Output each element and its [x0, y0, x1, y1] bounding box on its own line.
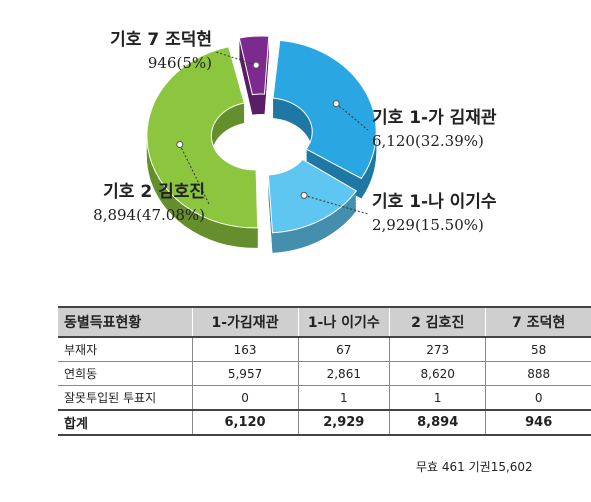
table-cell: 합계	[58, 409, 193, 436]
slice-dot	[332, 100, 340, 108]
slice-name: 기호 1-나 이기수	[372, 192, 497, 212]
slice-dot	[176, 140, 184, 148]
table-cell: 6,120	[191, 409, 299, 436]
table-cell: 0	[485, 385, 591, 411]
leader-line	[335, 103, 369, 131]
table-cell: 8,620	[389, 361, 486, 386]
table-cell: 58	[485, 337, 591, 362]
header-cell: 1-나 이기수	[297, 306, 390, 338]
header-cell: 2 김호진	[389, 306, 486, 338]
table-cell: 1	[389, 385, 486, 411]
table-header: 동별득표현황 1-가김재관 1-나 이기수 2 김호진 7 조덕현	[58, 306, 591, 338]
table-cell: 2,861	[297, 361, 390, 386]
header-cell: 7 조덕현	[485, 306, 591, 338]
table-cell: 8,894	[389, 409, 486, 436]
slice	[146, 46, 259, 229]
slice-value: 946(5%)	[148, 54, 212, 72]
table-cell: 5,957	[191, 361, 299, 386]
leader-line	[179, 144, 210, 205]
table-row: 부재자 163 67 273 58	[58, 337, 591, 362]
slice-dot	[252, 61, 260, 69]
slice-name: 기호 2 김호진	[103, 182, 205, 202]
table-cell: 67	[297, 337, 390, 362]
slice	[272, 39, 377, 180]
table-row: 잘못투입된 투표지 0 1 1 0	[58, 385, 591, 411]
slice-value: 2,929(15.50%)	[372, 216, 484, 234]
vote-table: 동별득표현황 1-가김재관 1-나 이기수 2 김호진 7 조덕현 부재자 163 67 27…	[58, 306, 591, 436]
slice-value: 6,120(32.39%)	[372, 132, 484, 150]
leader-line	[215, 51, 257, 66]
header-cell: 1-가김재관	[191, 306, 299, 338]
table-cell: 163	[191, 337, 299, 362]
table-cell: 888	[485, 361, 591, 386]
slice-value: 8,894(47.08%)	[93, 206, 205, 224]
table-cell: 부재자	[58, 337, 193, 362]
slice	[267, 158, 358, 234]
table-row: 연희동 5,957 2,861 8,620 888	[58, 361, 591, 386]
table-cell: 2,929	[297, 409, 390, 436]
leader-line	[303, 194, 369, 215]
table-cell: 273	[389, 337, 486, 362]
slice-dot	[300, 191, 308, 199]
table-cell: 1	[297, 385, 390, 411]
table-body: 부재자 163 67 273 58 연희동 5,957 2,861 8,620 888 잘못투입된 …	[58, 337, 591, 436]
table-cell: 946	[485, 409, 591, 436]
table-cell: 잘못투입된 투표지	[58, 385, 193, 411]
slice-name: 기호 7 조덕현	[110, 30, 212, 50]
header-cell: 동별득표현황	[58, 306, 193, 338]
table-cell: 0	[191, 385, 299, 411]
table-row: 합계 6,120 2,929 8,894 946	[58, 409, 591, 436]
footnote: 무효 461 기권15,602	[416, 460, 533, 474]
table-cell: 연희동	[58, 361, 193, 386]
slice-name: 기호 1-가 김재관	[372, 108, 497, 128]
chart: 기호 1-가 김재관 6,120(32.39%) 기호 1-나 이기수 2,929(1…	[93, 30, 497, 253]
